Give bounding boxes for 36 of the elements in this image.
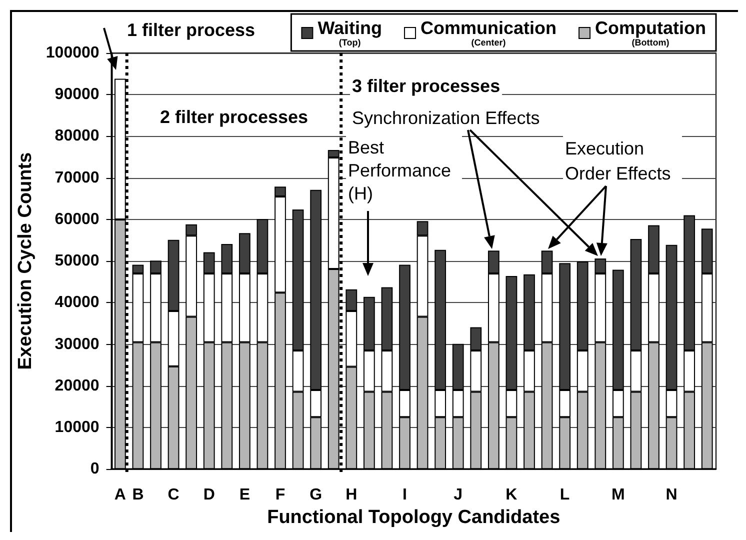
x-tick-label: K (506, 486, 518, 504)
x-axis-title: Functional Topology Candidates (267, 507, 560, 528)
y-tick-label: 50000 (54, 252, 100, 270)
x-tick-label: B (132, 486, 144, 504)
x-tick-label: G (310, 486, 322, 504)
y-tick-label: 100000 (46, 44, 100, 62)
annotation: 3 filter processes (352, 76, 500, 96)
annotation: Execution Order Effects (565, 138, 671, 184)
y-tick-label: 10000 (54, 418, 100, 436)
x-tick-label: D (203, 486, 215, 504)
y-tick-label: 30000 (54, 336, 100, 353)
legend-label: Computation (Bottom) (595, 18, 706, 48)
y-tick-label: 20000 (54, 377, 100, 394)
annotation: Best Performance (H) (348, 138, 456, 204)
legend-label: Waiting (Top) (318, 18, 382, 48)
y-tick-label: 90000 (54, 86, 100, 104)
y-axis-title: Execution Cycle Counts (15, 152, 36, 370)
text: 1 filter process (126, 20, 256, 40)
y-tick-label: 70000 (54, 169, 100, 186)
x-tick-label: I (402, 486, 407, 504)
x-tick-label: L (560, 486, 570, 504)
x-tick-label: M (612, 486, 625, 504)
x-tick-label: N (666, 486, 678, 504)
x-tick-label: J (454, 486, 463, 504)
x-tick-label: F (275, 486, 286, 504)
y-tick-label: 40000 (54, 294, 100, 312)
y-tick-label: 60000 (54, 210, 100, 228)
x-tick-label: H (346, 486, 358, 504)
annotation: Synchronization Effects (352, 108, 540, 128)
x-tick-label: C (168, 486, 180, 504)
y-tick-label: 80000 (54, 128, 100, 145)
x-tick-label: E (239, 486, 250, 504)
x-tick-label: A (114, 486, 126, 504)
legend-label: Communication (Center) (420, 18, 557, 48)
y-tick-label: 0 (90, 460, 100, 478)
annotation: 2 filter processes (160, 107, 308, 127)
